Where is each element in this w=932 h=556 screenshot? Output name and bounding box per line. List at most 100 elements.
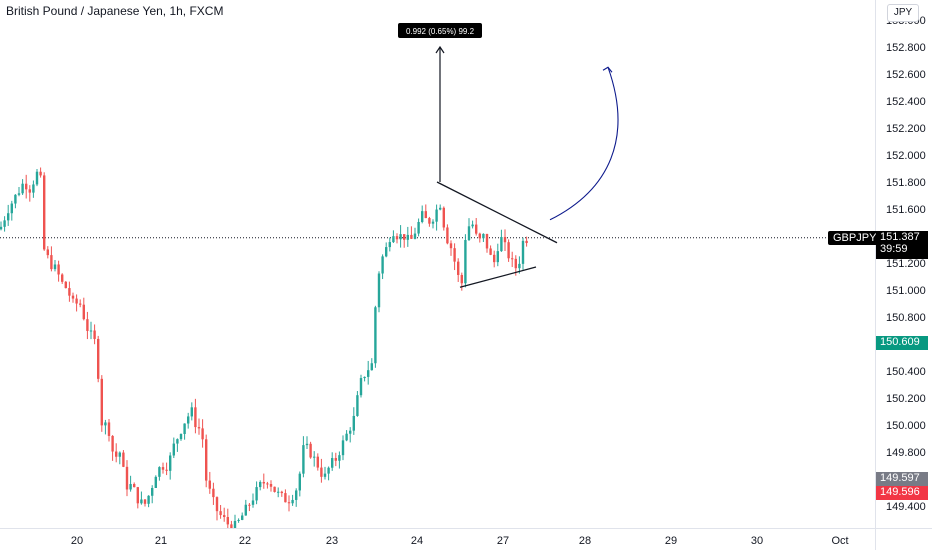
candle-body [320,467,323,477]
candle-body [316,456,319,468]
price-tick-label: 152.400 [886,96,926,108]
candle-body [223,515,226,518]
candle-body [93,330,96,339]
candle-body [176,439,179,444]
candle-body [395,236,399,240]
candle-body [352,415,355,431]
candle-body [507,242,510,259]
candle-body [413,233,417,239]
candle-body [233,520,237,532]
candle-body [500,236,503,252]
candle-body [169,455,172,471]
candle-body [327,467,330,474]
candle-body [521,240,525,264]
candle-body [79,303,82,305]
currency-button[interactable]: JPY [887,4,919,22]
candle-body [467,226,471,240]
time-tick-label: 27 [497,535,509,547]
time-tick-label: 28 [579,535,591,547]
price-tick-label: 151.200 [886,258,926,270]
candle-body [399,234,402,240]
time-tick-label: 29 [665,535,677,547]
candle-body [172,443,175,456]
candle-body [489,248,492,255]
candlestick-chart[interactable]: 0.992 (0.65%) 99.2 [0,0,875,536]
candle-body [287,502,291,504]
candle-body [309,443,312,458]
candle-body [388,242,391,248]
candle-body [518,263,521,269]
candle-body [129,484,132,490]
price-axis[interactable]: 149.400149.600149.800150.000150.200150.4… [875,0,932,528]
candle-body [439,207,442,210]
price-tick-label: 151.600 [886,204,926,216]
candle-body [89,330,93,332]
candle-body [183,423,186,435]
candle-body [392,236,395,243]
candle-body [86,319,89,331]
candle-body [39,171,42,176]
price-tick-label: 150.800 [886,312,926,324]
grey-price-value: 149.597 [880,472,920,484]
candle-body [25,183,28,190]
candle-body [97,338,100,379]
candle-body [10,203,13,214]
candle-body [334,458,337,461]
time-tick-label: 30 [751,535,763,547]
candle-body [410,234,413,239]
candle-body [514,258,517,269]
candle-body [179,434,183,440]
candle-body [17,193,21,195]
candle-body [61,274,64,282]
candle-body [3,220,6,227]
candle-body [511,258,514,260]
time-axis[interactable]: 20 21 22 23 24 27 28 29 30 Oct [0,528,875,550]
candle-body [111,435,114,452]
price-tick-label: 152.600 [886,69,926,81]
candle-body [478,233,481,239]
candle-body [208,480,211,489]
chart-area[interactable]: 0.992 (0.65%) 99.2 [0,0,875,536]
candle-body [359,378,363,396]
candle-body [345,433,348,441]
price-tick-label: 152.200 [886,123,926,135]
candle-body [313,456,316,458]
candle-body [305,443,309,446]
candle-body [140,499,143,504]
candle-body [215,497,219,512]
price-tick-label: 149.400 [886,501,926,513]
measure-label-box [398,23,482,38]
candle-body [331,458,334,468]
candle-body [302,445,305,474]
triangle-upper-line [436,181,558,244]
projection-arrow-head [435,45,445,54]
candle-body [403,234,406,240]
candle-body [449,243,453,249]
candle-body [151,487,154,496]
candle-body [424,211,427,219]
candle-body [100,378,103,426]
candle-body [32,184,35,193]
candle-body [197,427,201,429]
price-tick-label: 152.000 [886,150,926,162]
candle-body [475,224,478,234]
candle-body [147,495,150,504]
candle-body [284,493,287,503]
candle-body [248,504,251,506]
candle-body [460,274,463,284]
candle-body [503,236,507,243]
candle-body [71,295,75,299]
candle-body [273,486,276,492]
candle-body [158,467,161,477]
candle-body [125,466,129,490]
candle-body [367,370,370,377]
candle-body [435,209,438,222]
candle-body [251,500,255,505]
price-tick-label: 151.800 [886,177,926,189]
candle-body [525,240,528,244]
candle-body [82,304,85,320]
chart-title: British Pound / Japanese Yen, 1h, FXCM [6,4,224,18]
candle-body [244,504,247,516]
red-price-value: 149.596 [880,486,920,498]
time-tick-label: 23 [326,535,338,547]
